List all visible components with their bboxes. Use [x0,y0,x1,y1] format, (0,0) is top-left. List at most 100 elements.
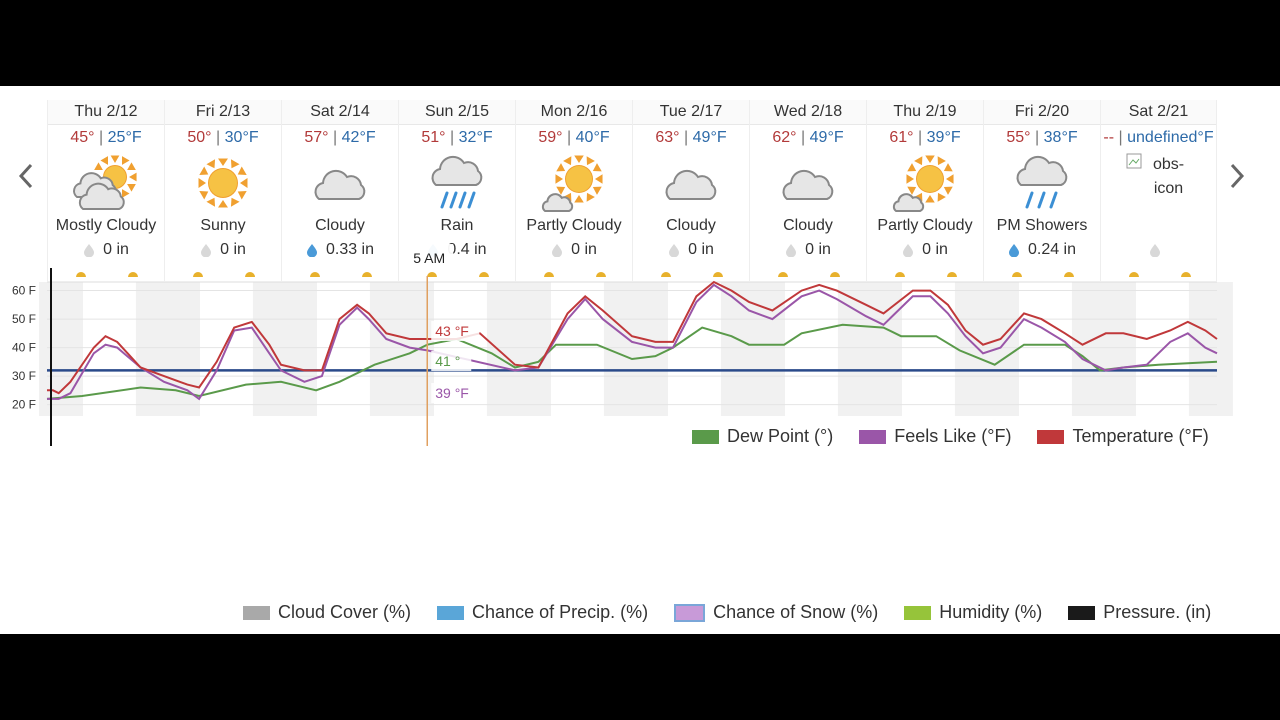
cloudy-icon [314,169,366,200]
legend-swatch [243,605,270,620]
daily-forecast-strip: Thu 2/12 45° | 25°F Mostly Cloudy 0 in F… [47,100,1217,281]
rain-icon [431,155,483,209]
precip-amount: 0 in [867,239,983,261]
high-temp: 62° [772,129,797,146]
raindrop-icon [669,244,680,257]
high-temp: 63° [655,129,680,146]
legend-item-pressure[interactable]: Pressure. (in) [1068,602,1211,623]
legend-label: Pressure. (in) [1103,602,1212,622]
day-column[interactable]: Fri 2/13 50° | 30°F Sunny 0 in [164,100,281,281]
temp-separator: | [567,129,576,146]
sunrise-icon [895,272,905,277]
temp-axis-label: 50 F [12,312,36,326]
day-label: Sat 2/14 [282,100,398,125]
partly-cloudy-icon [541,155,603,212]
hi-lo-temps: 59° | 40°F [516,129,632,149]
legend-label: Dew Point (°) [727,426,834,446]
day-column[interactable]: Sat 2/14 57° | 42°F Cloudy 0.33 in [281,100,398,281]
temperature-chart[interactable]: 60 F50 F40 F30 F20 F100%30.3575%30.1950%… [0,86,1280,446]
low-temp: 39°F [926,129,961,146]
legend-label: Chance of Precip. (%) [472,602,649,622]
prev-arrow-button[interactable] [13,156,39,196]
sunny-icon [198,158,248,208]
day-column[interactable]: Thu 2/19 61° | 39°F Partly Cloudy 0 in [866,100,983,281]
hi-lo-temps: 57° | 42°F [282,129,398,149]
day-label: Wed 2/18 [750,100,866,125]
condition-label: Cloudy [666,217,716,234]
cloudy-icon [665,169,717,200]
temp-separator: | [333,129,342,146]
weather-icon-holder [188,151,258,215]
temp-separator: | [918,129,927,146]
sunrise-icon [1012,272,1022,277]
day-column[interactable]: Thu 2/12 45° | 25°F Mostly Cloudy 0 in [47,100,164,281]
raindrop-icon [1149,244,1160,257]
legend-item-snow[interactable]: Chance of Snow (%) [674,602,878,623]
temp-separator: | [99,129,108,146]
weather-icon-holder [773,151,843,215]
legend-item-feels[interactable]: Feels Like (°F) [859,426,1011,447]
temp-axis-label: 60 F [12,284,36,298]
sunrise-icon [427,272,437,277]
condition-label: Partly Cloudy [877,217,973,234]
raindrop-icon [201,244,212,257]
feels-like-line [47,283,1218,401]
sun-times [984,269,1100,277]
night-band [624,282,668,416]
night-band [273,282,317,416]
sun-times [867,269,983,277]
legend-item-precip[interactable]: Chance of Precip. (%) [437,602,648,623]
day-label: Sun 2/15 [399,100,515,125]
sun-times [282,269,398,277]
raindrop-icon [84,244,95,257]
low-temp: undefined°F [1127,129,1214,146]
day-column[interactable]: Sat 2/21 -- | undefined°F obs-icon [1100,100,1217,281]
day-column[interactable]: Wed 2/18 62° | 49°F Cloudy 0 in [749,100,866,281]
weather-icon-holder [305,151,375,215]
temp-separator: | [801,129,810,146]
sun-times [516,269,632,277]
high-temp: 51° [421,129,446,146]
sunset-icon [1181,272,1191,277]
legend-item-cloud[interactable]: Cloud Cover (%) [243,602,411,623]
svg-text:41 °: 41 ° [435,353,460,369]
precip-value: 0.33 in [325,241,375,258]
legend-item-dew[interactable]: Dew Point (°) [692,426,833,447]
precip-amount: 0 in [165,239,281,261]
high-temp: 61° [889,129,914,146]
condition-label: Mostly Cloudy [55,217,157,234]
hi-lo-temps: 51° | 32°F [399,129,515,149]
precip-amount: 0 in [750,239,866,261]
day-column[interactable]: Tue 2/17 63° | 49°F Cloudy 0 in [632,100,749,281]
precip-amount [1101,239,1216,261]
temp-separator: | [1035,129,1044,146]
day-column[interactable]: Mon 2/16 59° | 40°F Partly Cloudy 0 in [515,100,632,281]
legend-item-humidity[interactable]: Humidity (%) [904,602,1042,623]
precip-amount: 0.33 in [282,239,398,261]
cloudy-icon [782,169,834,200]
sunset-icon [1064,272,1074,277]
temp-separator: | [216,129,225,146]
sunset-icon [245,272,255,277]
tooltip-temp: 43 °F [431,321,480,341]
low-temp: 40°F [575,129,610,146]
legend-label: Humidity (%) [939,602,1043,622]
legend-swatch [859,429,887,444]
day-column[interactable]: Sun 2/15 51° | 32°F Rain 0.4 in [398,100,515,281]
weather-icon-holder [422,151,492,215]
weather-icon-holder [71,151,141,215]
day-column[interactable]: Fri 2/20 55° | 38°F PM Showers 0.24 in [983,100,1100,281]
weather-icon-holder [1007,151,1077,215]
legend-item-temp[interactable]: Temperature (°F) [1037,426,1209,447]
condition-label: Cloudy [783,217,833,234]
next-arrow-button[interactable] [1224,156,1250,196]
sunrise-icon [76,272,86,277]
day-label: Fri 2/20 [984,100,1100,125]
raindrop-icon [903,244,914,257]
precip-amount: 0 in [48,239,164,261]
svg-text:43 °F: 43 °F [435,323,469,339]
temp-axis-label: 20 F [12,398,36,412]
temp-separator: | [1118,129,1128,146]
day-label: Thu 2/19 [867,100,983,125]
night-band [741,282,785,416]
